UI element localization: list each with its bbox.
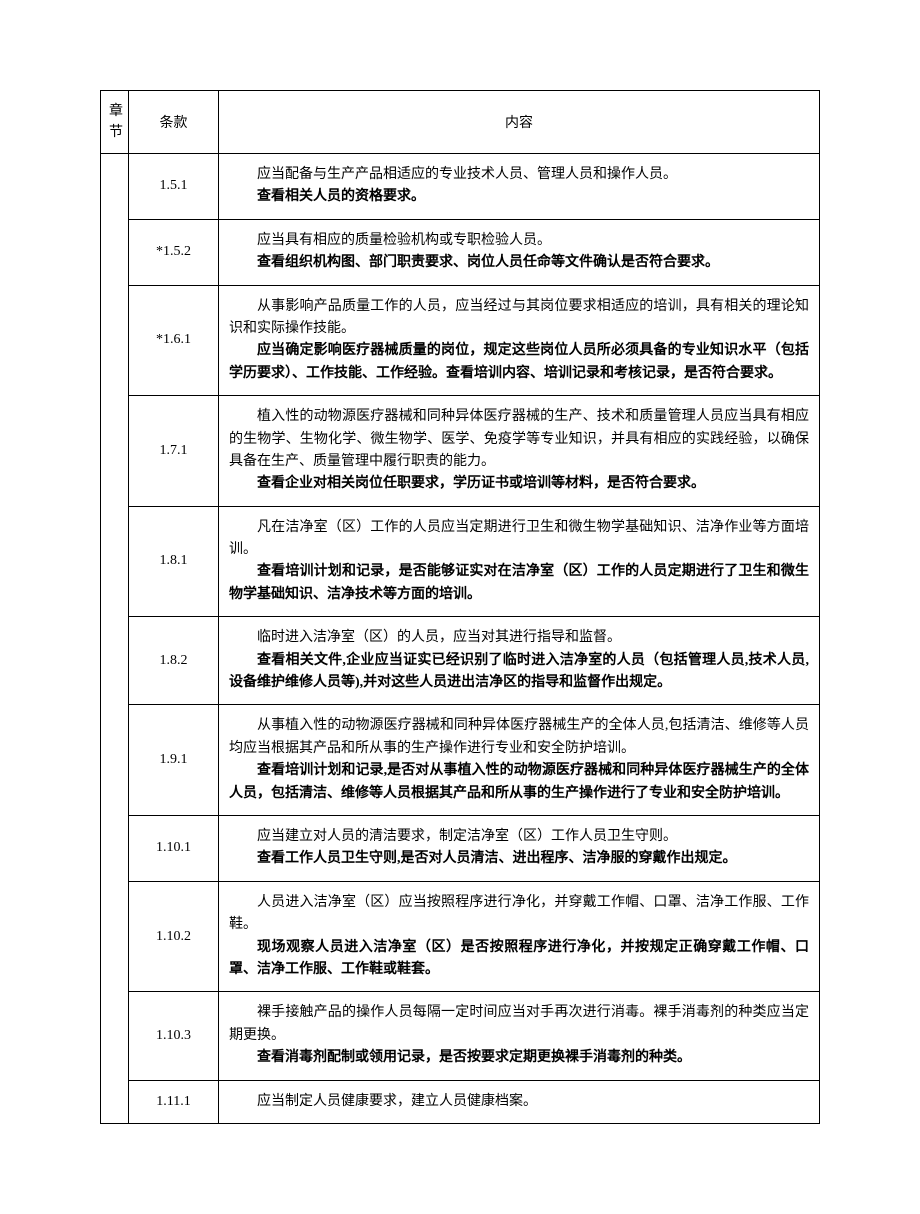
clause-cell: 1.10.1 (129, 815, 219, 881)
header-clause: 条款 (129, 91, 219, 154)
table-row: 1.7.1植入性的动物源医疗器械和同种异体医疗器械的生产、技术和质量管理人员应当… (101, 396, 820, 507)
table-row: 1.11.1 应当制定人员健康要求，建立人员健康档案。 (101, 1080, 820, 1123)
header-chapter: 章节 (101, 91, 129, 154)
table-row: 1.5.1应当配备与生产产品相适应的专业技术人员、管理人员和操作人员。查看相关人… (101, 154, 820, 220)
table-row: 1.9.1从事植入性的动物源医疗器械和同种异体医疗器械生产的全体人员,包括清洁、… (101, 705, 820, 816)
content-cell: 应当配备与生产产品相适应的专业技术人员、管理人员和操作人员。查看相关人员的资格要… (219, 154, 820, 220)
table-row: *1.5.2应当具有相应的质量检验机构或专职检验人员。查看组织机构图、部门职责要… (101, 219, 820, 285)
content-cell: 应当制定人员健康要求，建立人员健康档案。 (219, 1080, 820, 1123)
table-row: 1.8.2临时进入洁净室（区）的人员，应当对其进行指导和监督。查看相关文件,企业… (101, 617, 820, 705)
table-row: 1.8.1凡在洁净室（区）工作的人员应当定期进行卫生和微生物学基础知识、洁净作业… (101, 506, 820, 617)
regulation-table: 章节 条款 内容 1.5.1应当配备与生产产品相适应的专业技术人员、管理人员和操… (100, 90, 820, 1124)
content-cell: 从事植入性的动物源医疗器械和同种异体医疗器械生产的全体人员,包括清洁、维修等人员… (219, 705, 820, 816)
table-row: *1.6.1从事影响产品质量工作的人员，应当经过与其岗位要求相适应的培训，具有相… (101, 285, 820, 396)
clause-cell: *1.6.1 (129, 285, 219, 396)
content-line: 查看培训计划和记录，是否能够证实对在洁净室（区）工作的人员定期进行了卫生和微生物… (229, 561, 809, 606)
content-line: 裸手接触产品的操作人员每隔一定时间应当对手再次进行消毒。裸手消毒剂的种类应当定期… (229, 1002, 809, 1047)
content-line: 应当配备与生产产品相适应的专业技术人员、管理人员和操作人员。 (229, 164, 809, 186)
header-content: 内容 (219, 91, 820, 154)
content-line: 查看消毒剂配制或领用记录，是否按要求定期更换裸手消毒剂的种类。 (229, 1047, 809, 1069)
content-line: 应当确定影响医疗器械质量的岗位，规定这些岗位人员所必须具备的专业知识水平（包括学… (229, 340, 809, 385)
content-cell: 从事影响产品质量工作的人员，应当经过与其岗位要求相适应的培训，具有相关的理论知识… (219, 285, 820, 396)
table-row: 1.10.3裸手接触产品的操作人员每隔一定时间应当对手再次进行消毒。裸手消毒剂的… (101, 992, 820, 1080)
content-line: 现场观察人员进入洁净室（区）是否按照程序进行净化，并按规定正确穿戴工作帽、口罩、… (229, 937, 809, 982)
content-line: 从事影响产品质量工作的人员，应当经过与其岗位要求相适应的培训，具有相关的理论知识… (229, 296, 809, 341)
content-line: 查看相关文件,企业应当证实已经识别了临时进入洁净室的人员（包括管理人员,技术人员… (229, 650, 809, 695)
table-row: 1.10.1应当建立对人员的清洁要求，制定洁净室（区）工作人员卫生守则。查看工作… (101, 815, 820, 881)
clause-cell: 1.8.2 (129, 617, 219, 705)
content-cell: 凡在洁净室（区）工作的人员应当定期进行卫生和微生物学基础知识、洁净作业等方面培训… (219, 506, 820, 617)
content-cell: 应当具有相应的质量检验机构或专职检验人员。查看组织机构图、部门职责要求、岗位人员… (219, 219, 820, 285)
regulation-table-container: 章节 条款 内容 1.5.1应当配备与生产产品相适应的专业技术人员、管理人员和操… (100, 90, 820, 1124)
content-cell: 植入性的动物源医疗器械和同种异体医疗器械的生产、技术和质量管理人员应当具有相应的… (219, 396, 820, 507)
content-line: 临时进入洁净室（区）的人员，应当对其进行指导和监督。 (229, 627, 809, 649)
content-cell: 裸手接触产品的操作人员每隔一定时间应当对手再次进行消毒。裸手消毒剂的种类应当定期… (219, 992, 820, 1080)
content-line: 查看组织机构图、部门职责要求、岗位人员任命等文件确认是否符合要求。 (229, 252, 809, 274)
content-line: 从事植入性的动物源医疗器械和同种异体医疗器械生产的全体人员,包括清洁、维修等人员… (229, 715, 809, 760)
content-line: 查看企业对相关岗位任职要求，学历证书或培训等材料，是否符合要求。 (229, 473, 809, 495)
content-line: 植入性的动物源医疗器械和同种异体医疗器械的生产、技术和质量管理人员应当具有相应的… (229, 406, 809, 473)
content-line: 应当具有相应的质量检验机构或专职检验人员。 (229, 230, 809, 252)
content-line: 查看培训计划和记录,是否对从事植入性的动物源医疗器械和同种异体医疗器械生产的全体… (229, 760, 809, 805)
table-body: 1.5.1应当配备与生产产品相适应的专业技术人员、管理人员和操作人员。查看相关人… (101, 154, 820, 1124)
chapter-cell (101, 154, 129, 1124)
clause-cell: 1.8.1 (129, 506, 219, 617)
content-line: 人员进入洁净室（区）应当按照程序进行净化，并穿戴工作帽、口罩、洁净工作服、工作鞋… (229, 892, 809, 937)
table-header: 章节 条款 内容 (101, 91, 820, 154)
content-cell: 应当建立对人员的清洁要求，制定洁净室（区）工作人员卫生守则。查看工作人员卫生守则… (219, 815, 820, 881)
clause-cell: 1.10.2 (129, 881, 219, 992)
content-cell: 临时进入洁净室（区）的人员，应当对其进行指导和监督。查看相关文件,企业应当证实已… (219, 617, 820, 705)
content-line: 凡在洁净室（区）工作的人员应当定期进行卫生和微生物学基础知识、洁净作业等方面培训… (229, 517, 809, 562)
content-line: 应当建立对人员的清洁要求，制定洁净室（区）工作人员卫生守则。 (229, 826, 809, 848)
clause-cell: 1.5.1 (129, 154, 219, 220)
clause-cell: 1.9.1 (129, 705, 219, 816)
content-line: 查看相关人员的资格要求。 (229, 186, 809, 208)
content-line: 应当制定人员健康要求，建立人员健康档案。 (229, 1091, 809, 1113)
clause-cell: 1.11.1 (129, 1080, 219, 1123)
header-row: 章节 条款 内容 (101, 91, 820, 154)
content-line: 查看工作人员卫生守则,是否对人员清洁、进出程序、洁净服的穿戴作出规定。 (229, 848, 809, 870)
table-row: 1.10.2人员进入洁净室（区）应当按照程序进行净化，并穿戴工作帽、口罩、洁净工… (101, 881, 820, 992)
clause-cell: 1.7.1 (129, 396, 219, 507)
content-cell: 人员进入洁净室（区）应当按照程序进行净化，并穿戴工作帽、口罩、洁净工作服、工作鞋… (219, 881, 820, 992)
clause-cell: *1.5.2 (129, 219, 219, 285)
clause-cell: 1.10.3 (129, 992, 219, 1080)
